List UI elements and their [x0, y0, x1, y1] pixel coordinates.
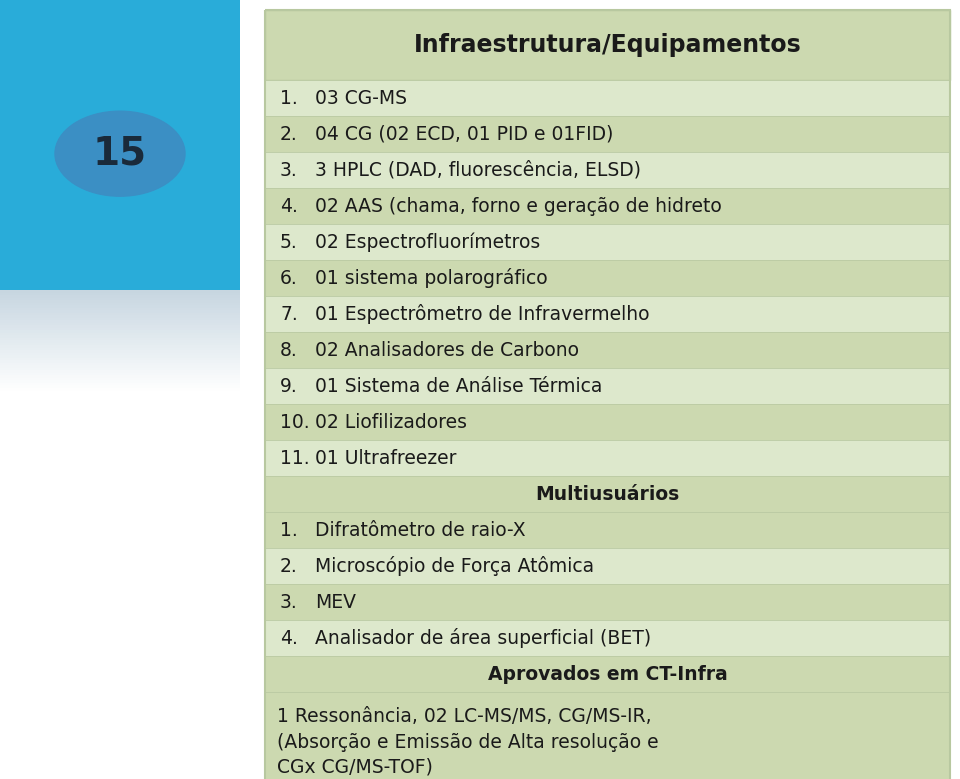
- Bar: [0, 333, 240, 336]
- Bar: [265, 224, 950, 260]
- Bar: [0, 330, 240, 333]
- Bar: [0, 353, 240, 355]
- Text: 1.: 1.: [280, 520, 298, 540]
- Bar: [0, 0, 240, 290]
- Bar: [265, 296, 950, 332]
- Text: 03 CG-MS: 03 CG-MS: [315, 89, 407, 108]
- Text: 01 Espectrômetro de Infravermelho: 01 Espectrômetro de Infravermelho: [315, 304, 650, 324]
- Text: 4.: 4.: [280, 196, 298, 216]
- Text: 2.: 2.: [280, 556, 298, 576]
- Bar: [265, 404, 950, 440]
- Text: MEV: MEV: [315, 593, 356, 612]
- Bar: [0, 320, 240, 323]
- Text: Multiusuários: Multiusuários: [536, 485, 680, 503]
- Bar: [0, 365, 240, 368]
- Bar: [0, 325, 240, 328]
- Bar: [0, 358, 240, 361]
- Bar: [0, 360, 240, 363]
- Text: 5.: 5.: [280, 232, 298, 252]
- Text: Analisador de área superficial (BET): Analisador de área superficial (BET): [315, 628, 651, 648]
- Bar: [265, 440, 950, 476]
- Text: Infraestrutura/Equipamentos: Infraestrutura/Equipamentos: [414, 33, 802, 57]
- Text: 01 Sistema de Análise Térmica: 01 Sistema de Análise Térmica: [315, 376, 602, 396]
- Text: 3 HPLC (DAD, fluorescência, ELSD): 3 HPLC (DAD, fluorescência, ELSD): [315, 160, 641, 179]
- Bar: [0, 343, 240, 346]
- Bar: [265, 188, 950, 224]
- Bar: [265, 10, 950, 80]
- Bar: [0, 312, 240, 315]
- Text: 01 Ultrafreezer: 01 Ultrafreezer: [315, 449, 457, 467]
- Bar: [0, 368, 240, 371]
- Text: Difratômetro de raio-X: Difratômetro de raio-X: [315, 520, 526, 540]
- Bar: [265, 368, 950, 404]
- Text: 8.: 8.: [280, 340, 298, 359]
- Bar: [0, 380, 240, 383]
- Ellipse shape: [55, 111, 185, 196]
- Bar: [0, 292, 240, 295]
- Text: 02 Liofilizadores: 02 Liofilizadores: [315, 413, 467, 432]
- Bar: [0, 362, 240, 365]
- Text: 1 Ressonância, 02 LC-MS/MS, CG/MS-IR,
(Absorção e Emissão de Alta resolução e
CG: 1 Ressonância, 02 LC-MS/MS, CG/MS-IR, (A…: [277, 707, 659, 777]
- Bar: [0, 335, 240, 338]
- Text: 11.: 11.: [280, 449, 310, 467]
- Text: 4.: 4.: [280, 629, 298, 647]
- Bar: [0, 290, 240, 293]
- Bar: [0, 340, 240, 343]
- Bar: [265, 620, 950, 656]
- Bar: [0, 327, 240, 330]
- Text: 15: 15: [93, 135, 147, 173]
- Bar: [0, 318, 240, 320]
- Bar: [265, 80, 950, 116]
- Bar: [265, 512, 950, 548]
- Text: Aprovados em CT-Infra: Aprovados em CT-Infra: [488, 664, 728, 683]
- Bar: [0, 300, 240, 303]
- Text: 7.: 7.: [280, 305, 298, 323]
- Bar: [0, 385, 240, 388]
- Text: 10.: 10.: [280, 413, 310, 432]
- Bar: [0, 347, 240, 351]
- Text: 3.: 3.: [280, 593, 298, 612]
- Bar: [265, 548, 950, 584]
- Bar: [265, 692, 950, 779]
- Bar: [265, 332, 950, 368]
- Text: 1.: 1.: [280, 89, 298, 108]
- Bar: [265, 476, 950, 512]
- Bar: [0, 370, 240, 373]
- Bar: [0, 350, 240, 353]
- Bar: [0, 372, 240, 375]
- Bar: [0, 310, 240, 313]
- Bar: [265, 116, 950, 152]
- Text: 02 AAS (chama, forno e geração de hidreto: 02 AAS (chama, forno e geração de hidret…: [315, 196, 722, 216]
- Text: 9.: 9.: [280, 376, 298, 396]
- Text: Microscópio de Força Atômica: Microscópio de Força Atômica: [315, 556, 594, 576]
- Bar: [0, 337, 240, 340]
- Bar: [0, 323, 240, 326]
- Bar: [0, 345, 240, 348]
- Text: 6.: 6.: [280, 269, 298, 287]
- Bar: [265, 260, 950, 296]
- Bar: [265, 152, 950, 188]
- Bar: [0, 375, 240, 378]
- Bar: [0, 382, 240, 386]
- Bar: [0, 298, 240, 301]
- Bar: [0, 355, 240, 358]
- Bar: [0, 308, 240, 311]
- Bar: [0, 295, 240, 298]
- Bar: [265, 584, 950, 620]
- Bar: [0, 378, 240, 380]
- Text: 3.: 3.: [280, 160, 298, 179]
- Bar: [0, 315, 240, 318]
- Bar: [0, 305, 240, 308]
- Text: 02 Espectrofluorímetros: 02 Espectrofluorímetros: [315, 232, 540, 252]
- Text: 2.: 2.: [280, 125, 298, 143]
- Text: 01 sistema polarográfico: 01 sistema polarográfico: [315, 268, 547, 288]
- Bar: [265, 656, 950, 692]
- Text: 02 Analisadores de Carbono: 02 Analisadores de Carbono: [315, 340, 579, 359]
- Bar: [265, 10, 950, 779]
- Bar: [0, 387, 240, 390]
- Bar: [0, 302, 240, 305]
- Text: 04 CG (02 ECD, 01 PID e 01FID): 04 CG (02 ECD, 01 PID e 01FID): [315, 125, 613, 143]
